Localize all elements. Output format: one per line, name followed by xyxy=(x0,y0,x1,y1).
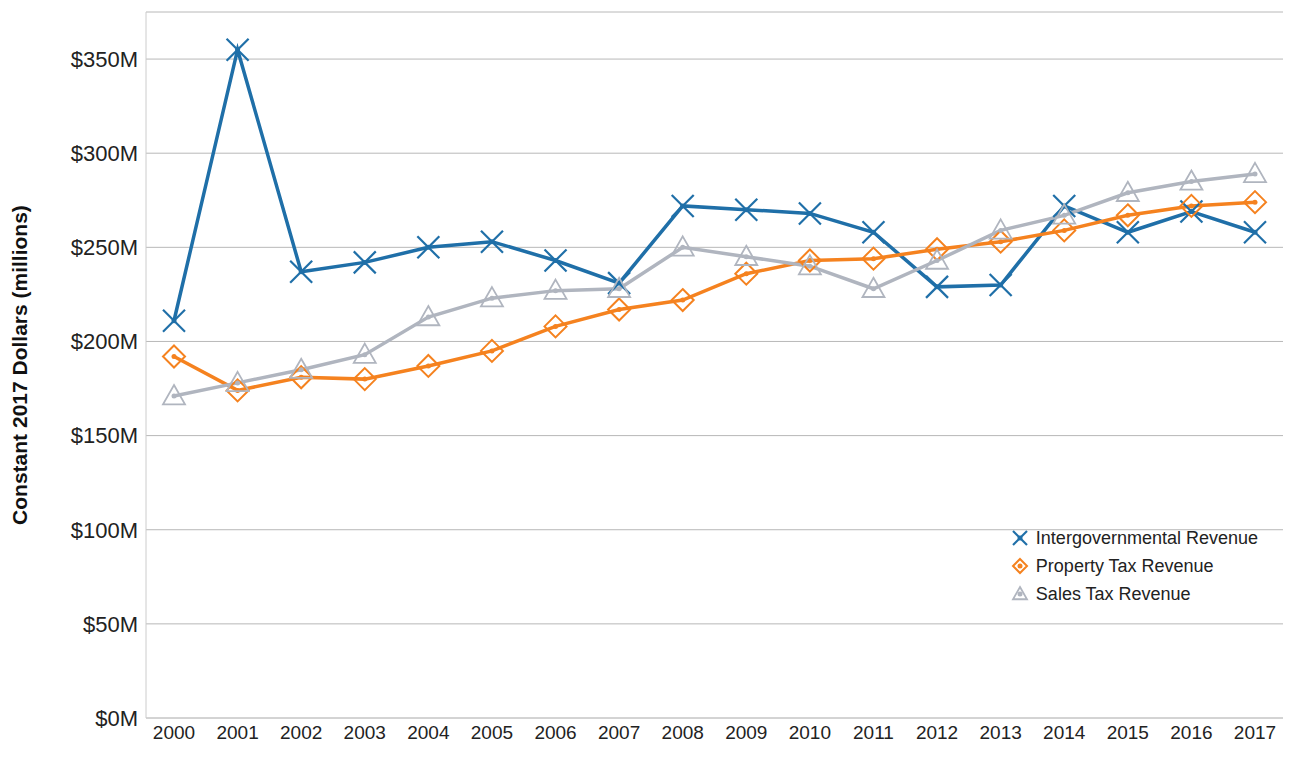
svg-text:2009: 2009 xyxy=(725,722,767,743)
html-text:Sales Tax Revenue: Sales Tax Revenue xyxy=(1035,583,1191,604)
svg-text:$150M: $150M xyxy=(71,423,138,448)
svg-text:2002: 2002 xyxy=(280,722,322,743)
svg-text:2012: 2012 xyxy=(916,722,958,743)
svg-text:2013: 2013 xyxy=(980,722,1022,743)
svg-text:2005: 2005 xyxy=(471,722,513,743)
svg-text:$300M: $300M xyxy=(71,141,138,166)
svg-text:$250M: $250M xyxy=(71,235,138,260)
svg-text:2016: 2016 xyxy=(1170,722,1212,743)
svg-text:2006: 2006 xyxy=(534,722,576,743)
svg-text:2000: 2000 xyxy=(153,722,195,743)
svg-text:2010: 2010 xyxy=(789,722,831,743)
svg-text:2004: 2004 xyxy=(407,722,450,743)
svg-text:2017: 2017 xyxy=(1234,722,1276,743)
svg-text:$0M: $0M xyxy=(95,706,138,731)
svg-text:2007: 2007 xyxy=(598,722,640,743)
svg-text:2003: 2003 xyxy=(344,722,386,743)
svg-text:2011: 2011 xyxy=(853,722,894,743)
svg-text:$100M: $100M xyxy=(71,518,138,543)
svg-text:2001: 2001 xyxy=(216,722,258,743)
svg-text:2008: 2008 xyxy=(662,722,704,743)
html-text:Intergovernmental Revenue: Intergovernmental Revenue xyxy=(1035,527,1258,548)
svg-text:$200M: $200M xyxy=(71,329,138,354)
html-text:Property Tax Revenue: Property Tax Revenue xyxy=(1035,555,1214,576)
svg-text:2015: 2015 xyxy=(1107,722,1149,743)
svg-text:$50M: $50M xyxy=(83,612,138,637)
svg-text:Constant 2017 Dollars (million: Constant 2017 Dollars (millions) xyxy=(8,205,31,525)
svg-text:$350M: $350M xyxy=(71,47,138,72)
svg-text:2014: 2014 xyxy=(1043,722,1086,743)
